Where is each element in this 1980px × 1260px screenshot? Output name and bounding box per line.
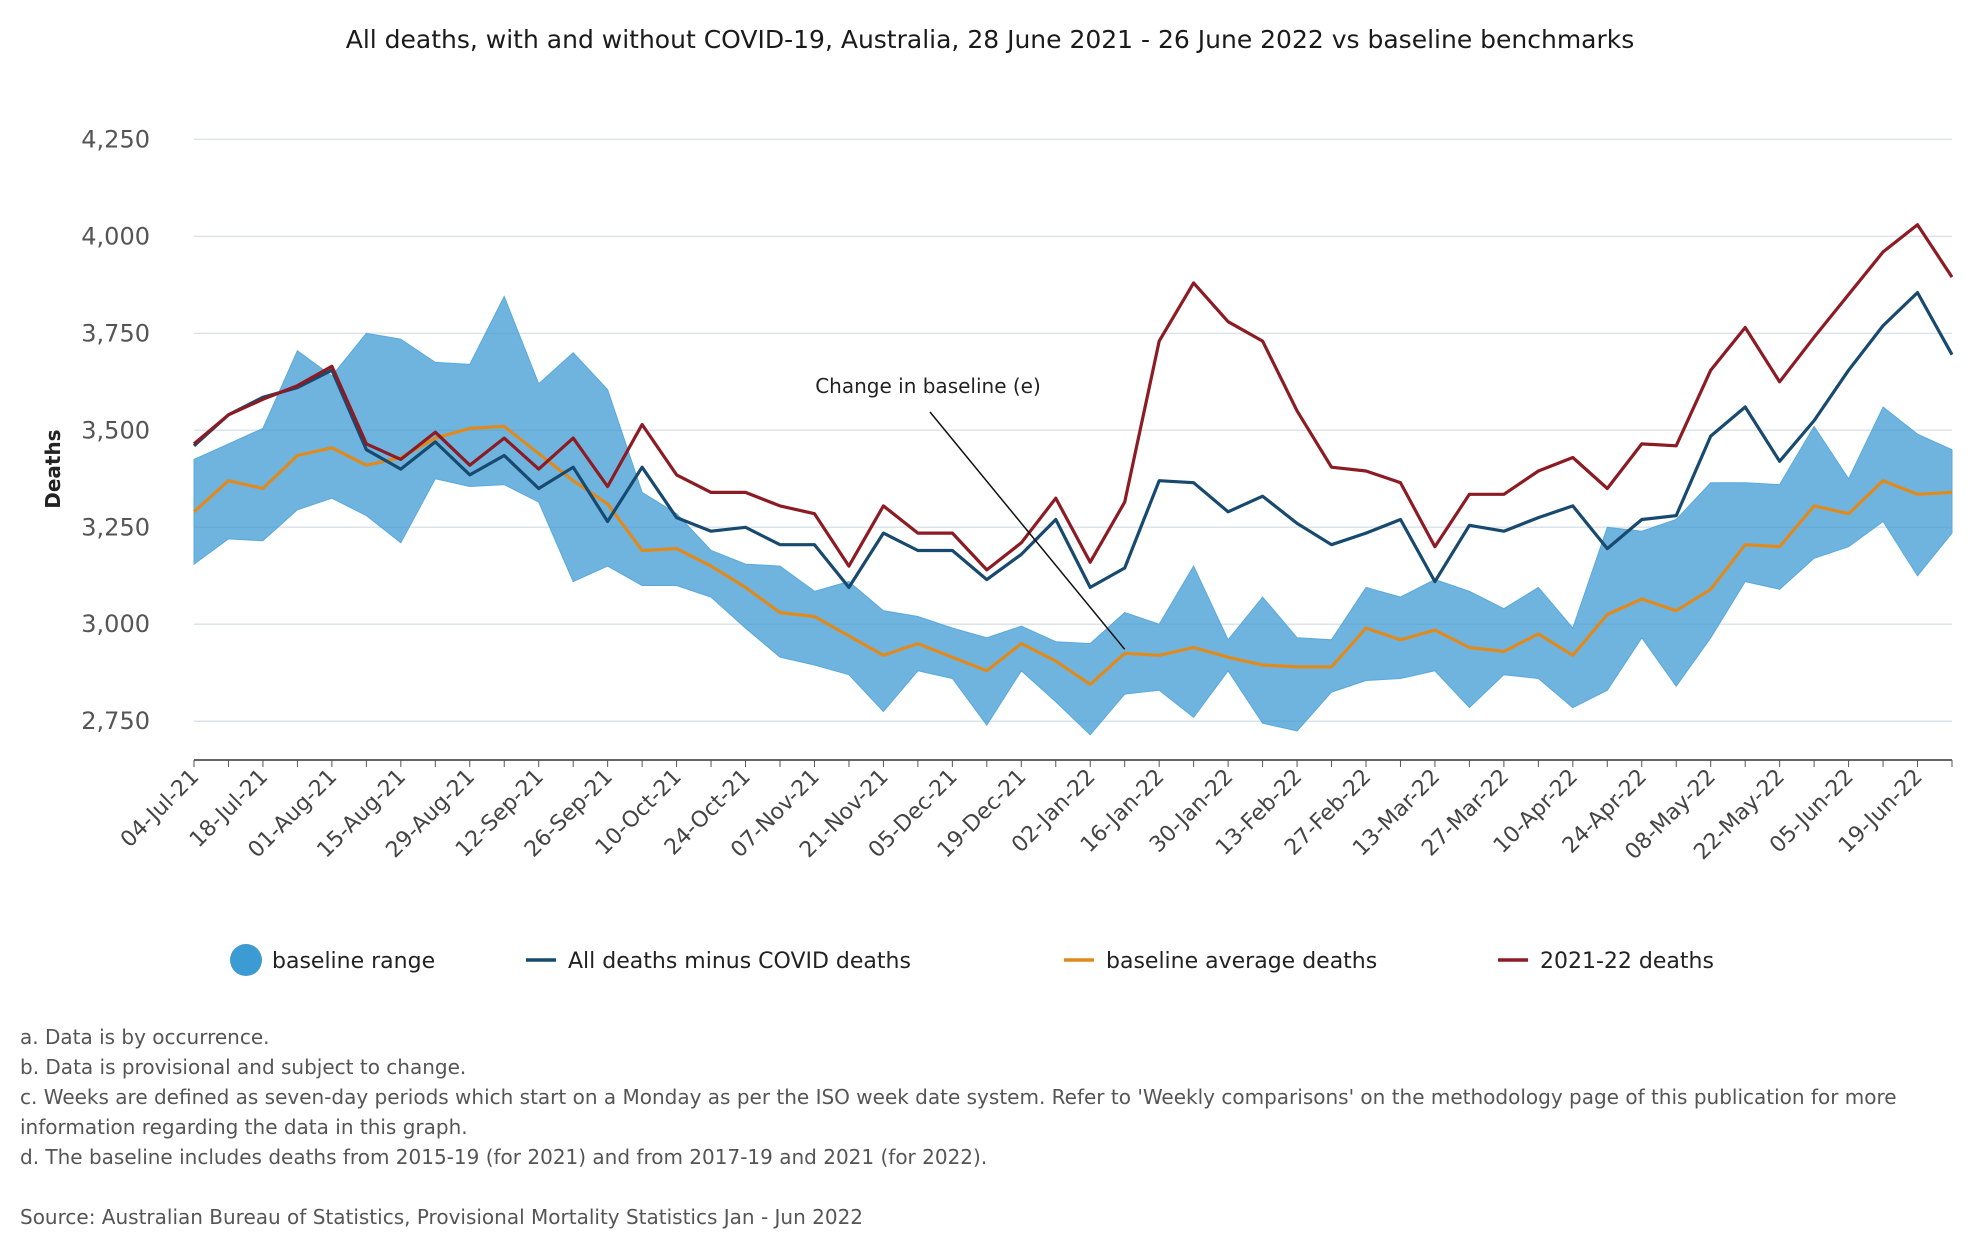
source-note: Source: Australian Bureau of Statistics,… (20, 1205, 864, 1229)
baseline-average-line (192, 424, 1953, 687)
legend-label: baseline average deaths (1106, 949, 1377, 974)
series-lines (192, 223, 1954, 687)
deaths-chart: All deaths, with and without COVID-19, A… (41, 25, 1954, 976)
minus-covid-deaths-line (192, 291, 1954, 590)
footnotes: a. Data is by occurrence. b. Data is pro… (20, 1022, 1960, 1232)
x-axis: 04-Jul-2118-Jul-2101-Aug-2115-Aug-2129-A… (116, 759, 1953, 865)
footnote-d: d. The baseline includes deaths from 201… (20, 1145, 988, 1169)
legend-label: All deaths minus COVID deaths (568, 949, 911, 974)
footnote-a: a. Data is by occurrence. (20, 1025, 270, 1049)
y-tick-label: 3,000 (81, 610, 150, 638)
annotation-pointer (929, 411, 1126, 650)
y-tick-label: 4,250 (81, 125, 150, 153)
y-tick-label: 3,500 (81, 416, 150, 444)
legend-label: baseline range (272, 949, 435, 974)
footnote-c: c. Weeks are defined as seven-day period… (20, 1085, 1897, 1139)
legend-label: 2021-22 deaths (1540, 949, 1714, 974)
legend-swatch-circle (230, 944, 262, 976)
y-axis-label: Deaths (41, 429, 65, 508)
annotation: Change in baseline (e) (815, 374, 1126, 650)
chart-title: All deaths, with and without COVID-19, A… (346, 25, 1635, 54)
deaths-2021-22-line (192, 223, 1954, 572)
y-axis-ticks: 2,750 3,000 3,250 3,500 3,750 4,000 4,250 (81, 125, 150, 735)
y-tick-label: 3,750 (81, 319, 150, 347)
baseline-range-band (193, 295, 1953, 736)
annotation-label: Change in baseline (e) (815, 374, 1041, 398)
y-tick-label: 4,000 (81, 222, 150, 250)
y-tick-label: 2,750 (81, 707, 150, 735)
legend: baseline range All deaths minus COVID dea… (230, 944, 1714, 976)
footnote-b: b. Data is provisional and subject to ch… (20, 1055, 467, 1079)
baseline-range-area (193, 295, 1953, 736)
y-tick-label: 3,250 (81, 513, 150, 541)
